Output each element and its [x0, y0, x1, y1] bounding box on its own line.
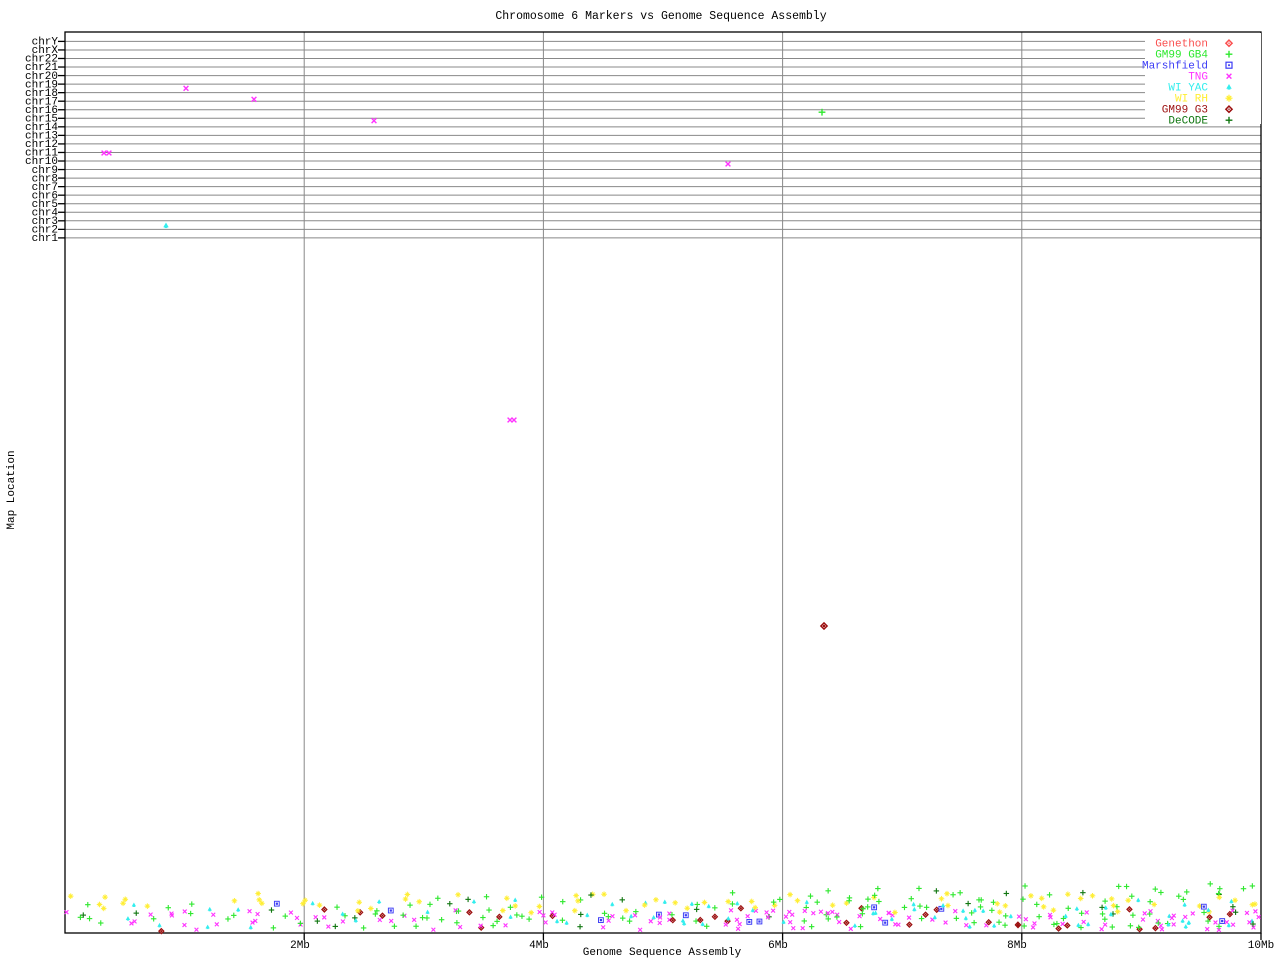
svg-text:4Mb: 4Mb — [529, 940, 549, 952]
svg-text:Map Location: Map Location — [6, 450, 18, 529]
svg-text:6Mb: 6Mb — [768, 940, 788, 952]
svg-text:10Mb: 10Mb — [1248, 940, 1274, 952]
svg-text:Genome Sequence Assembly: Genome Sequence Assembly — [583, 947, 742, 959]
svg-text:8Mb: 8Mb — [1007, 940, 1027, 952]
svg-text:DeCODE: DeCODE — [1168, 116, 1208, 128]
svg-text:2Mb: 2Mb — [290, 940, 310, 952]
svg-text:chr1: chr1 — [32, 233, 59, 245]
svg-text:Chromosome 6 Markers vs Genome: Chromosome 6 Markers vs Genome Sequence … — [495, 10, 826, 23]
